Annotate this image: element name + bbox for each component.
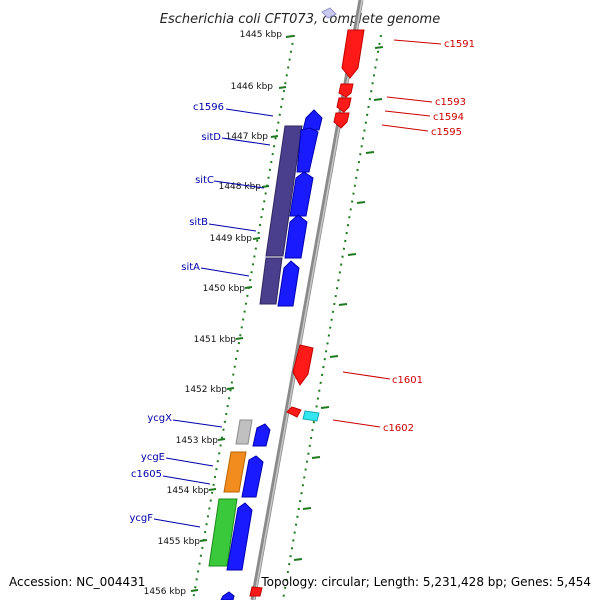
gene-label-c1594[interactable]: c1594: [433, 112, 464, 123]
forward-features: [220, 109, 323, 600]
scale-label: 1453 kbp: [176, 436, 219, 446]
forward-labels: c1596 sitD sitC sitB sitA ycgX ycgE c160…: [129, 102, 274, 528]
gene-ycgF-arrow[interactable]: [226, 502, 253, 571]
scale-label: 1445 kbp: [240, 30, 283, 40]
cds-block-sitD-sitB[interactable]: [265, 125, 303, 257]
gene-label-c1601[interactable]: c1601: [392, 375, 423, 386]
gene-partial-blue-arrow[interactable]: [220, 591, 235, 600]
gene-c1593-arrow[interactable]: [338, 83, 354, 98]
scale-label: 1446 kbp: [231, 82, 274, 92]
gene-sitB-arrow[interactable]: [284, 214, 308, 259]
cds-ycgE[interactable]: [223, 451, 247, 493]
scale-label: 1447 kbp: [226, 132, 269, 142]
scale-labels: 1445 kbp 1446 kbp 1447 kbp 1448 kbp 1449…: [144, 30, 294, 597]
gene-ycgX-arrow[interactable]: [252, 423, 271, 447]
gene-sitC-arrow[interactable]: [289, 171, 314, 217]
gene-label-c1602[interactable]: c1602: [383, 423, 414, 434]
scale-label: 1450 kbp: [203, 284, 246, 294]
gene-label-c1593[interactable]: c1593: [435, 97, 466, 108]
topology-text: Topology: circular; Length: 5,231,428 bp…: [260, 575, 591, 589]
scale-label: 1454 kbp: [167, 486, 210, 496]
gene-c1596-arrow[interactable]: [302, 109, 323, 131]
cds-ycgX[interactable]: [235, 419, 253, 445]
scale-label: 1448 kbp: [219, 182, 262, 192]
reverse-features: [249, 29, 365, 597]
scale-label: 1452 kbp: [185, 385, 228, 395]
feature-cyan[interactable]: [302, 410, 320, 422]
gene-c1595-arrow[interactable]: [333, 112, 350, 129]
gene-ycgE-arrow[interactable]: [241, 455, 264, 498]
gene-label-ycgX[interactable]: ycgX: [147, 413, 172, 424]
genome-title: Escherichia coli CFT073, complete genome: [160, 12, 440, 27]
reverse-labels: c1591 c1593 c1594 c1595 c1601 c1602: [332, 39, 475, 434]
gene-label-sitA[interactable]: sitA: [181, 262, 200, 273]
gene-partial-arrow[interactable]: [249, 586, 263, 597]
gene-label-sitD[interactable]: sitD: [201, 132, 221, 143]
gene-label-sitC[interactable]: sitC: [195, 175, 214, 186]
scale-label: 1455 kbp: [158, 537, 201, 547]
gene-label-ycgE[interactable]: ycgE: [141, 452, 165, 463]
gene-label-c1596[interactable]: c1596: [193, 102, 224, 113]
cds-ycgF[interactable]: [208, 498, 238, 567]
gene-sitD-arrow[interactable]: [296, 127, 319, 173]
gene-label-c1591[interactable]: c1591: [444, 39, 475, 50]
scale-label: 1449 kbp: [210, 234, 253, 244]
cds-track: [208, 125, 303, 567]
gene-c1594-arrow[interactable]: [336, 97, 352, 113]
right-scale-track: [282, 34, 382, 600]
cds-block-sitA[interactable]: [259, 257, 283, 305]
gene-label-c1595[interactable]: c1595: [431, 127, 462, 138]
accession-text: Accession: NC_004431: [9, 575, 145, 589]
gene-label-sitB[interactable]: sitB: [189, 217, 208, 228]
scale-label: 1456 kbp: [144, 587, 187, 597]
gene-c1591-arrow[interactable]: [341, 29, 365, 79]
gene-label-ycgF[interactable]: ycgF: [129, 513, 153, 524]
scale-label: 1451 kbp: [194, 335, 237, 345]
gene-c1601-arrow[interactable]: [292, 344, 314, 386]
gene-label-c1605[interactable]: c1605: [131, 469, 162, 480]
misc-features: [302, 7, 337, 422]
gene-c1602-arrow[interactable]: [286, 406, 302, 418]
right-scale-ticks: [293, 46, 384, 561]
gene-sitA-arrow[interactable]: [277, 260, 300, 307]
feature-top-lavender[interactable]: [321, 7, 337, 19]
